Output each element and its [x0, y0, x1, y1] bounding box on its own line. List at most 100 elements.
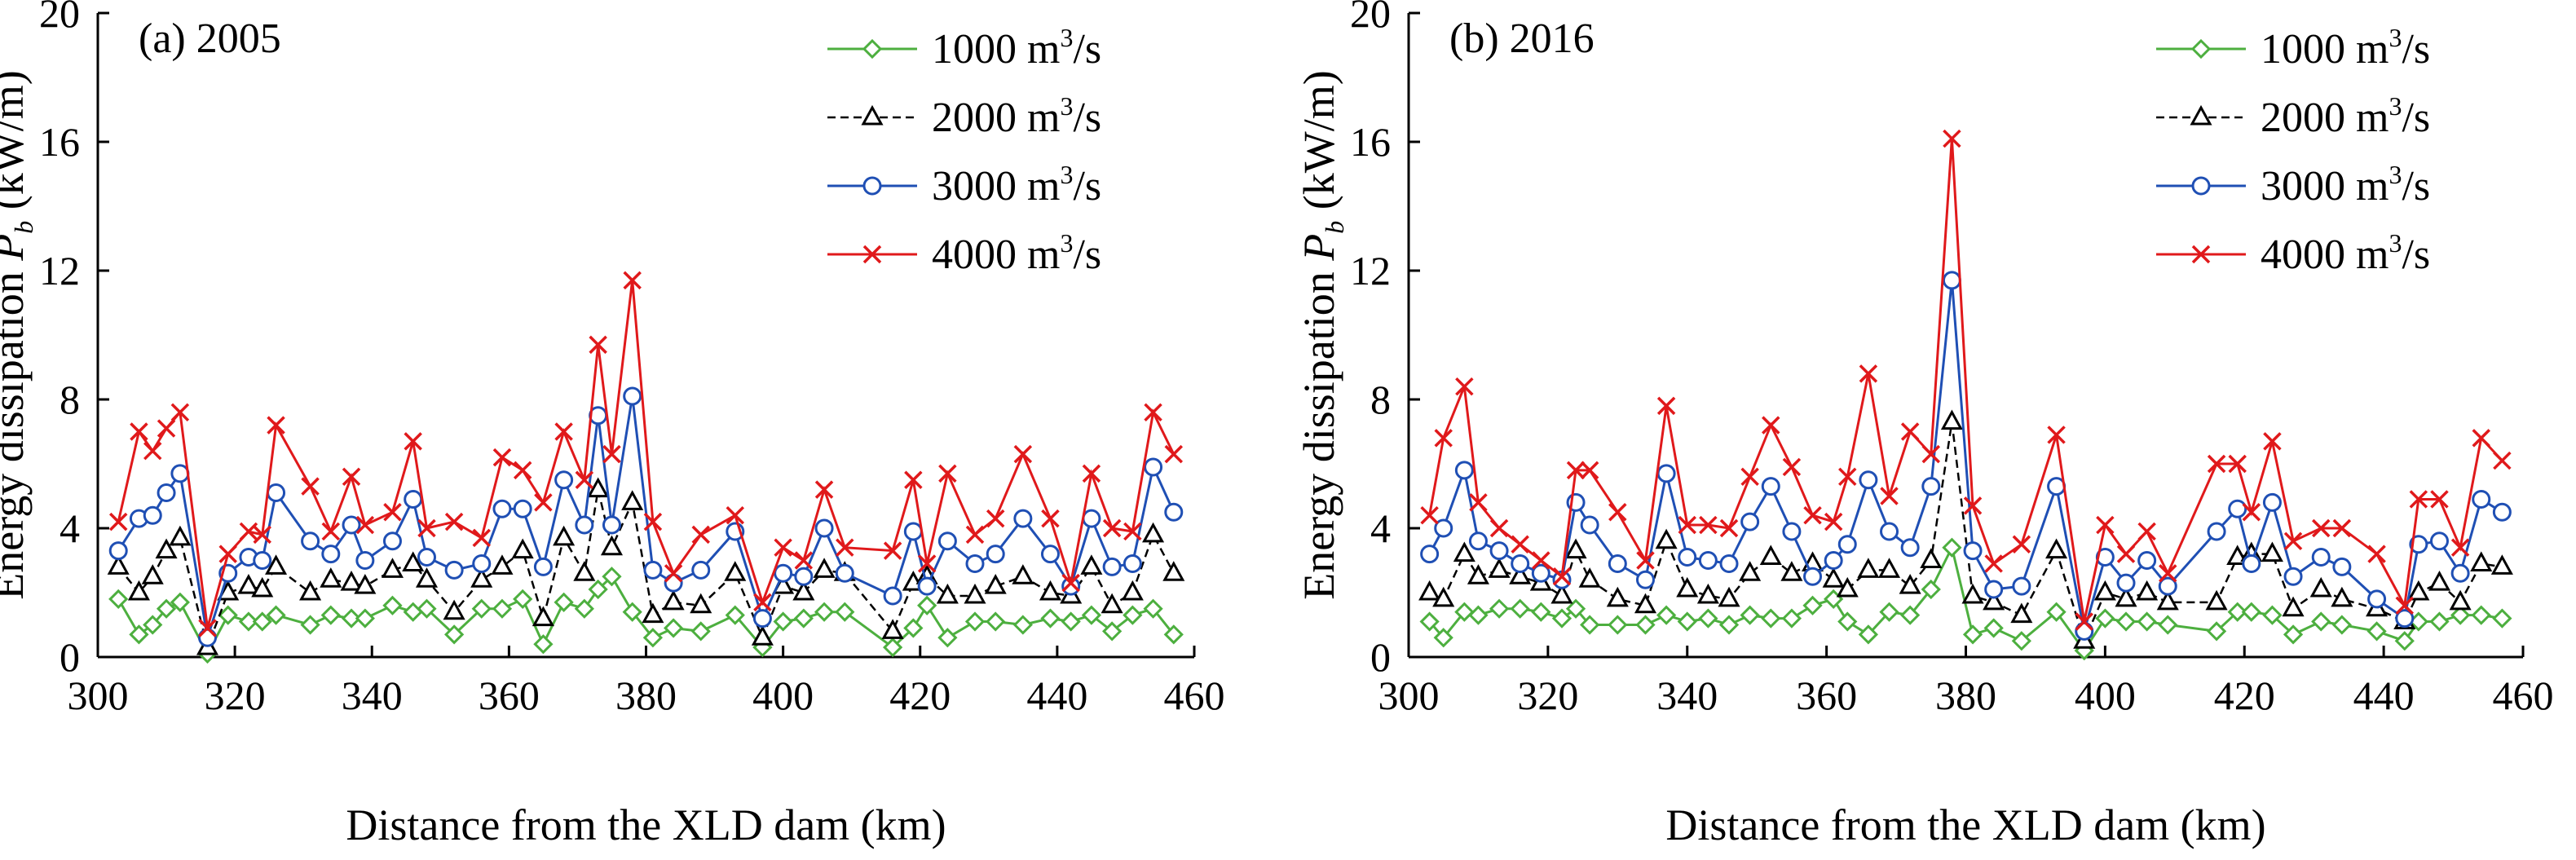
data-point [1123, 522, 1142, 541]
data-point [986, 509, 1005, 528]
data-point [753, 593, 772, 612]
data-point [1837, 611, 1858, 632]
legend-label-main: 1000 m [2261, 26, 2389, 73]
data-point [2367, 545, 2386, 563]
data-point [1899, 573, 1921, 594]
data-point [141, 564, 164, 584]
data-point [2407, 580, 2430, 601]
legend-entry: 2000 m3/s [2156, 91, 2430, 141]
y-tick-label: 20 [1350, 0, 1391, 36]
data-point [1699, 515, 1718, 535]
data-point [444, 624, 465, 645]
data-point [1123, 553, 1142, 573]
data-point [1962, 624, 1983, 645]
legend-entry: 2000 m3/s [827, 91, 1101, 141]
legend-label: 1000 m3/s [932, 23, 1101, 73]
x-tick-label: 380 [1935, 673, 1996, 718]
data-point [1857, 558, 1880, 578]
data-point [792, 580, 815, 601]
data-point [642, 602, 664, 624]
legend-marker [2190, 38, 2212, 60]
legend-label: 4000 m3/s [932, 228, 1101, 278]
data-point [1488, 558, 1511, 578]
data-point [1580, 515, 1599, 535]
data-point [143, 615, 163, 635]
data-point [1718, 615, 1740, 635]
y-tick-label: 0 [60, 634, 80, 680]
data-point [1963, 496, 1983, 515]
data-point [575, 470, 594, 489]
data-point [1963, 541, 1983, 561]
data-point [1984, 554, 2003, 573]
data-point [1123, 605, 1143, 625]
data-point [533, 634, 554, 655]
data-point [417, 518, 436, 538]
data-point [403, 602, 423, 622]
data-point [1163, 624, 1184, 645]
data-point [793, 608, 814, 628]
y-axis-title-var: P [1295, 234, 1343, 262]
data-point [835, 602, 855, 622]
data-point [2470, 551, 2493, 571]
data-point [1453, 541, 1475, 562]
data-point [513, 461, 532, 480]
data-point [1943, 129, 1961, 148]
data-point [266, 605, 286, 625]
data-point [130, 422, 148, 441]
data-point [404, 489, 423, 509]
data-point [691, 525, 710, 545]
data-point [1606, 586, 1629, 607]
legend-label-main: 1000 m [932, 26, 1060, 73]
legend-label-rest: /s [1073, 232, 1101, 278]
y-axis-title-var: P [0, 234, 33, 262]
data-point [814, 602, 835, 622]
legend-label-main: 3000 m [2261, 163, 2389, 209]
data-point [883, 586, 902, 606]
data-point [2116, 573, 2136, 593]
data-point [2047, 426, 2066, 444]
data-point [917, 595, 937, 615]
y-axis-title-main: Energy dissipation [0, 261, 33, 600]
data-point [492, 598, 513, 619]
legend-entry: 3000 m3/s [2156, 160, 2430, 209]
data-point [1921, 579, 1941, 600]
y-axis-title: Energy dissipation Pb (kW/m) [0, 70, 38, 599]
data-point [1551, 608, 1573, 628]
data-point [2207, 454, 2226, 474]
data-point [2096, 515, 2115, 535]
data-point [965, 525, 985, 545]
data-point [937, 628, 958, 648]
x-axis-title: Distance from the XLD dam (km) [346, 800, 946, 849]
data-point [986, 545, 1005, 564]
legend-label-sup: 3 [2389, 91, 2402, 121]
data-point [1489, 518, 1509, 538]
data-point [881, 619, 904, 639]
data-point [1102, 518, 1122, 538]
data-point [623, 271, 642, 290]
data-point [1656, 396, 1676, 416]
data-point [2366, 621, 2387, 642]
data-point [470, 567, 493, 588]
y-axis-title-unit: (kW/m) [1295, 70, 1343, 220]
data-point [108, 512, 128, 531]
data-point [532, 606, 554, 627]
data-point [1836, 576, 1859, 598]
data-point [1061, 573, 1080, 593]
data-point [965, 553, 985, 573]
legend-entry: 1000 m3/s [2156, 23, 2430, 73]
data-point [253, 551, 272, 570]
data-point [1921, 444, 1941, 464]
legend-label-main: 2000 m [2261, 95, 2389, 141]
legend-marker [2191, 176, 2211, 196]
data-point [491, 554, 514, 575]
data-point [402, 551, 425, 571]
x-tick-label: 320 [205, 673, 266, 718]
data-point [752, 609, 772, 628]
data-point [1678, 548, 1697, 567]
x-axis-title: Distance from the XLD dam (km) [1665, 800, 2265, 849]
data-point [2450, 538, 2470, 557]
legend-label: 4000 m3/s [2261, 228, 2430, 278]
data-point [1012, 564, 1034, 584]
data-point [2367, 589, 2387, 609]
